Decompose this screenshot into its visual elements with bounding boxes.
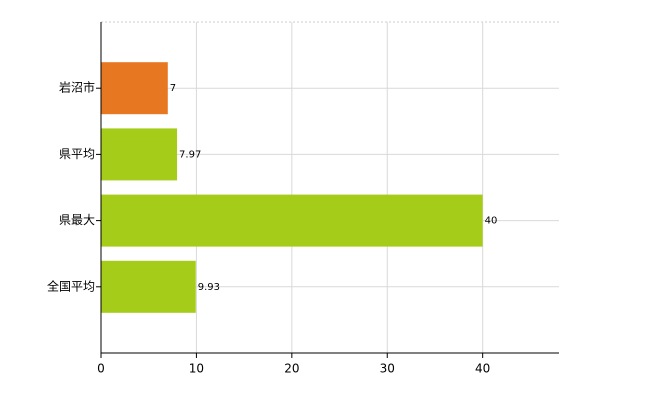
y-tick-label: 全国平均 bbox=[47, 278, 95, 293]
value-label: 7.97 bbox=[179, 149, 201, 160]
x-tick-label: 40 bbox=[475, 362, 490, 376]
y-tick-label: 岩沼市 bbox=[59, 80, 95, 95]
value-label: 7 bbox=[170, 83, 176, 94]
bar bbox=[101, 260, 196, 313]
value-label: 40 bbox=[485, 216, 498, 227]
x-tick-label: 20 bbox=[284, 362, 299, 376]
x-tick-label: 30 bbox=[380, 362, 395, 376]
bar bbox=[101, 128, 178, 181]
y-tick-label: 県最大 bbox=[59, 213, 95, 227]
bar bbox=[101, 62, 168, 115]
y-tick-label: 県平均 bbox=[59, 147, 95, 161]
value-label: 9.93 bbox=[198, 282, 220, 293]
x-tick-label: 0 bbox=[97, 362, 105, 376]
bar bbox=[101, 194, 483, 247]
x-tick-label: 10 bbox=[189, 362, 204, 376]
